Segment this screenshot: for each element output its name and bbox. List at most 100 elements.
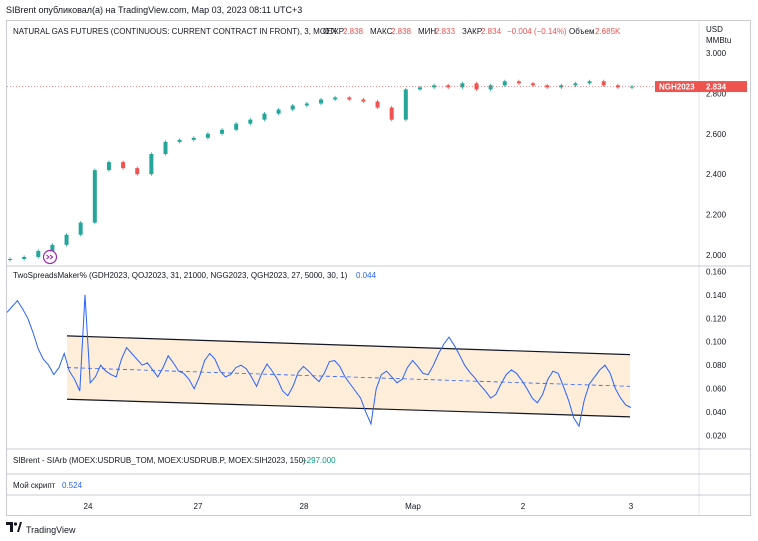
candle-body — [22, 256, 27, 259]
open-value: 2.838 — [343, 27, 364, 36]
candle-body — [304, 103, 309, 106]
change-value: −0.004 (−0.14%) — [507, 27, 567, 36]
candle-body — [149, 153, 154, 175]
spread-line — [6, 294, 632, 428]
last-price-tag: NGH2023 2.834 — [655, 81, 747, 93]
candle-body — [64, 234, 69, 245]
candle-body — [488, 85, 493, 90]
last-price-tag-value: 2.834 — [706, 83, 727, 92]
candle-body — [177, 139, 182, 142]
candle-body — [502, 81, 507, 86]
spread-tick-label: 0.060 — [706, 385, 727, 394]
candle-body — [163, 141, 168, 154]
price-tick-label: 2.800 — [706, 89, 727, 98]
candle-body — [220, 129, 225, 134]
low-label: МИН — [418, 27, 436, 36]
candle-body — [92, 170, 97, 223]
candle-body — [587, 81, 592, 84]
candle-body — [319, 99, 323, 104]
candle-body — [531, 83, 536, 86]
high-value: 2.838 — [391, 27, 412, 36]
candle-body — [290, 105, 295, 110]
price-tick-label: 2.600 — [706, 130, 727, 139]
time-axis: 24 27 28 Мар 2 3 — [84, 502, 634, 511]
channel-fill — [67, 335, 630, 417]
spread-axis-ticks: 0.020 0.040 0.060 0.080 0.100 0.120 0.140 0.160 — [706, 267, 727, 440]
last-price-tag-symbol: NGH2023 — [659, 83, 695, 92]
candlestick-series — [8, 79, 634, 262]
candle-body — [601, 81, 606, 86]
close-value: 2.834 — [481, 27, 502, 36]
spread-tick-label: 0.140 — [706, 291, 727, 300]
candle-body — [191, 137, 196, 140]
price-pane-title: NATURAL GAS FUTURES (CONTINUOUS: CURRENT… — [13, 27, 337, 36]
sib-pane-value: −297.000 — [302, 456, 336, 465]
candle-body — [121, 162, 126, 169]
candle-body — [234, 123, 239, 130]
chart-svg[interactable]: NATURAL GAS FUTURES (CONTINUOUS: CURRENT… — [6, 21, 750, 515]
spread-tick-label: 0.160 — [706, 267, 727, 276]
spread-tick-label: 0.120 — [706, 314, 727, 323]
price-axis-ticks: 2.000 2.200 2.400 2.600 2.800 3.000 — [706, 49, 727, 260]
spread-tick-label: 0.080 — [706, 361, 727, 370]
candle-body — [474, 83, 479, 90]
candle-body — [516, 81, 521, 84]
candle-body — [615, 85, 620, 88]
candle-body — [36, 250, 41, 257]
channel-upper-line — [66, 335, 631, 356]
candle-body — [205, 133, 210, 138]
spread-tick-label: 0.020 — [706, 432, 727, 441]
price-tick-label: 2.000 — [706, 251, 727, 260]
time-label-27: 27 — [194, 502, 203, 511]
publisher-header: SIBrent опубликовал(а) на TradingView.co… — [6, 5, 303, 15]
candle-body — [333, 97, 338, 100]
candle-body — [417, 87, 422, 90]
script-pane-value: 0.524 — [62, 481, 83, 490]
time-label-24: 24 — [84, 502, 93, 511]
channel-lower-line — [66, 398, 631, 418]
spread-pane-title: TwoSpreadsMaker% (GDH2023, QOJ2023, 31, … — [13, 271, 348, 280]
candle-body — [248, 119, 253, 124]
spread-tick-label: 0.100 — [706, 338, 727, 347]
sib-pane-title: SIBrent - SIArb (MOEX:USDRUB_TOM, MOEX:U… — [13, 456, 306, 465]
spread-tick-label: 0.040 — [706, 408, 727, 417]
candle-body — [403, 89, 408, 120]
spread-pane-value: 0.044 — [356, 271, 377, 280]
candle-body — [460, 83, 465, 88]
low-value: 2.833 — [435, 27, 456, 36]
candle-body — [276, 109, 281, 114]
candle-body — [630, 86, 634, 88]
candle-body — [106, 162, 111, 171]
candle-body — [78, 222, 83, 235]
candle-body — [50, 244, 55, 251]
volume-value: 2.685K — [595, 27, 621, 36]
ohlc-legend: ОТКР 2.838 МАКС 2.838 МИН 2.833 ЗАКР 2.8… — [323, 27, 621, 36]
price-tick-label: 2.400 — [706, 170, 727, 179]
candle-body — [389, 107, 394, 120]
candle-body — [559, 85, 564, 88]
candle-body — [347, 97, 352, 100]
time-label-2: 2 — [521, 502, 526, 511]
time-label-28: 28 — [300, 502, 309, 511]
currency-label: USD — [706, 25, 723, 34]
high-label: МАКС — [370, 27, 393, 36]
candle-body — [361, 99, 366, 102]
last-price-tag-bg — [655, 81, 747, 93]
candle-body — [432, 85, 437, 88]
open-label: ОТКР — [323, 27, 344, 36]
replay-icon[interactable] — [42, 249, 58, 265]
price-tick-label: 2.200 — [706, 211, 727, 220]
time-label-mar: Мар — [405, 502, 421, 511]
volume-label: Объем — [569, 27, 595, 36]
close-label: ЗАКР — [462, 27, 482, 36]
tradingview-logo-text: TradingView — [26, 525, 76, 535]
candle-body — [375, 101, 380, 108]
candle-body — [573, 83, 578, 86]
script-pane-title: Мой скрипт — [13, 481, 56, 490]
chart-frame[interactable]: NATURAL GAS FUTURES (CONTINUOUS: CURRENT… — [6, 20, 751, 516]
tradingview-logo-icon — [6, 522, 22, 538]
time-label-3: 3 — [629, 502, 634, 511]
candle-body — [262, 113, 267, 120]
price-tick-label: 3.000 — [706, 49, 727, 58]
candle-body — [8, 258, 12, 260]
